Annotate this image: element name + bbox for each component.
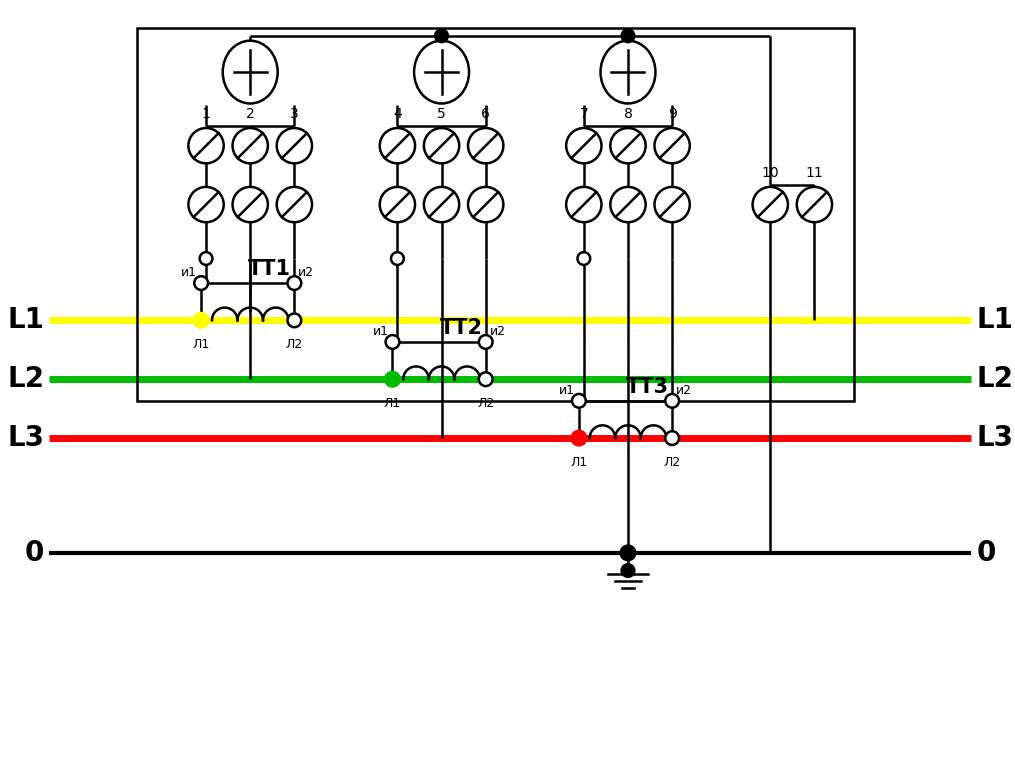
Text: Л2: Л2 <box>477 397 494 410</box>
Text: 6: 6 <box>481 107 490 121</box>
Circle shape <box>479 373 492 386</box>
Circle shape <box>287 276 301 290</box>
Circle shape <box>200 252 212 265</box>
Text: и1: и1 <box>373 325 389 338</box>
Text: 3: 3 <box>290 107 298 121</box>
Text: 0: 0 <box>24 539 45 567</box>
Circle shape <box>386 335 399 349</box>
Text: 1: 1 <box>202 107 210 121</box>
Text: L3: L3 <box>7 424 45 452</box>
Text: L1: L1 <box>7 306 45 334</box>
Circle shape <box>571 430 587 446</box>
Text: L2: L2 <box>976 366 1013 393</box>
Text: 2: 2 <box>246 107 255 121</box>
Circle shape <box>578 252 590 265</box>
Bar <box>137 28 854 401</box>
Text: 7: 7 <box>580 107 589 121</box>
Text: Л1: Л1 <box>570 456 588 469</box>
Text: L3: L3 <box>976 424 1013 452</box>
Text: ТТ1: ТТ1 <box>249 259 291 280</box>
Circle shape <box>193 312 209 328</box>
Text: 5: 5 <box>437 107 446 121</box>
Text: и2: и2 <box>298 266 315 279</box>
Text: и1: и1 <box>559 384 574 397</box>
Circle shape <box>665 431 679 445</box>
Circle shape <box>385 372 400 387</box>
Text: L1: L1 <box>976 306 1013 334</box>
Text: ТТ3: ТТ3 <box>626 377 669 397</box>
Text: 9: 9 <box>668 107 677 121</box>
Circle shape <box>621 564 634 577</box>
Text: и2: и2 <box>489 325 505 338</box>
Text: 10: 10 <box>761 166 780 180</box>
Text: ТТ2: ТТ2 <box>439 318 483 338</box>
Circle shape <box>479 335 492 349</box>
Text: Л1: Л1 <box>193 338 210 351</box>
Text: и1: и1 <box>182 266 197 279</box>
Circle shape <box>194 276 208 290</box>
Circle shape <box>572 394 586 408</box>
Circle shape <box>287 313 301 327</box>
Circle shape <box>665 394 679 408</box>
Text: L2: L2 <box>7 366 45 393</box>
Text: Л2: Л2 <box>664 456 681 469</box>
Text: 11: 11 <box>806 166 823 180</box>
Circle shape <box>434 29 449 43</box>
Circle shape <box>621 29 634 43</box>
Circle shape <box>620 545 635 561</box>
Text: и2: и2 <box>676 384 692 397</box>
Text: Л2: Л2 <box>286 338 303 351</box>
Circle shape <box>391 252 404 265</box>
Text: 4: 4 <box>393 107 402 121</box>
Text: Л1: Л1 <box>384 397 401 410</box>
Text: 8: 8 <box>623 107 632 121</box>
Text: 0: 0 <box>976 539 996 567</box>
